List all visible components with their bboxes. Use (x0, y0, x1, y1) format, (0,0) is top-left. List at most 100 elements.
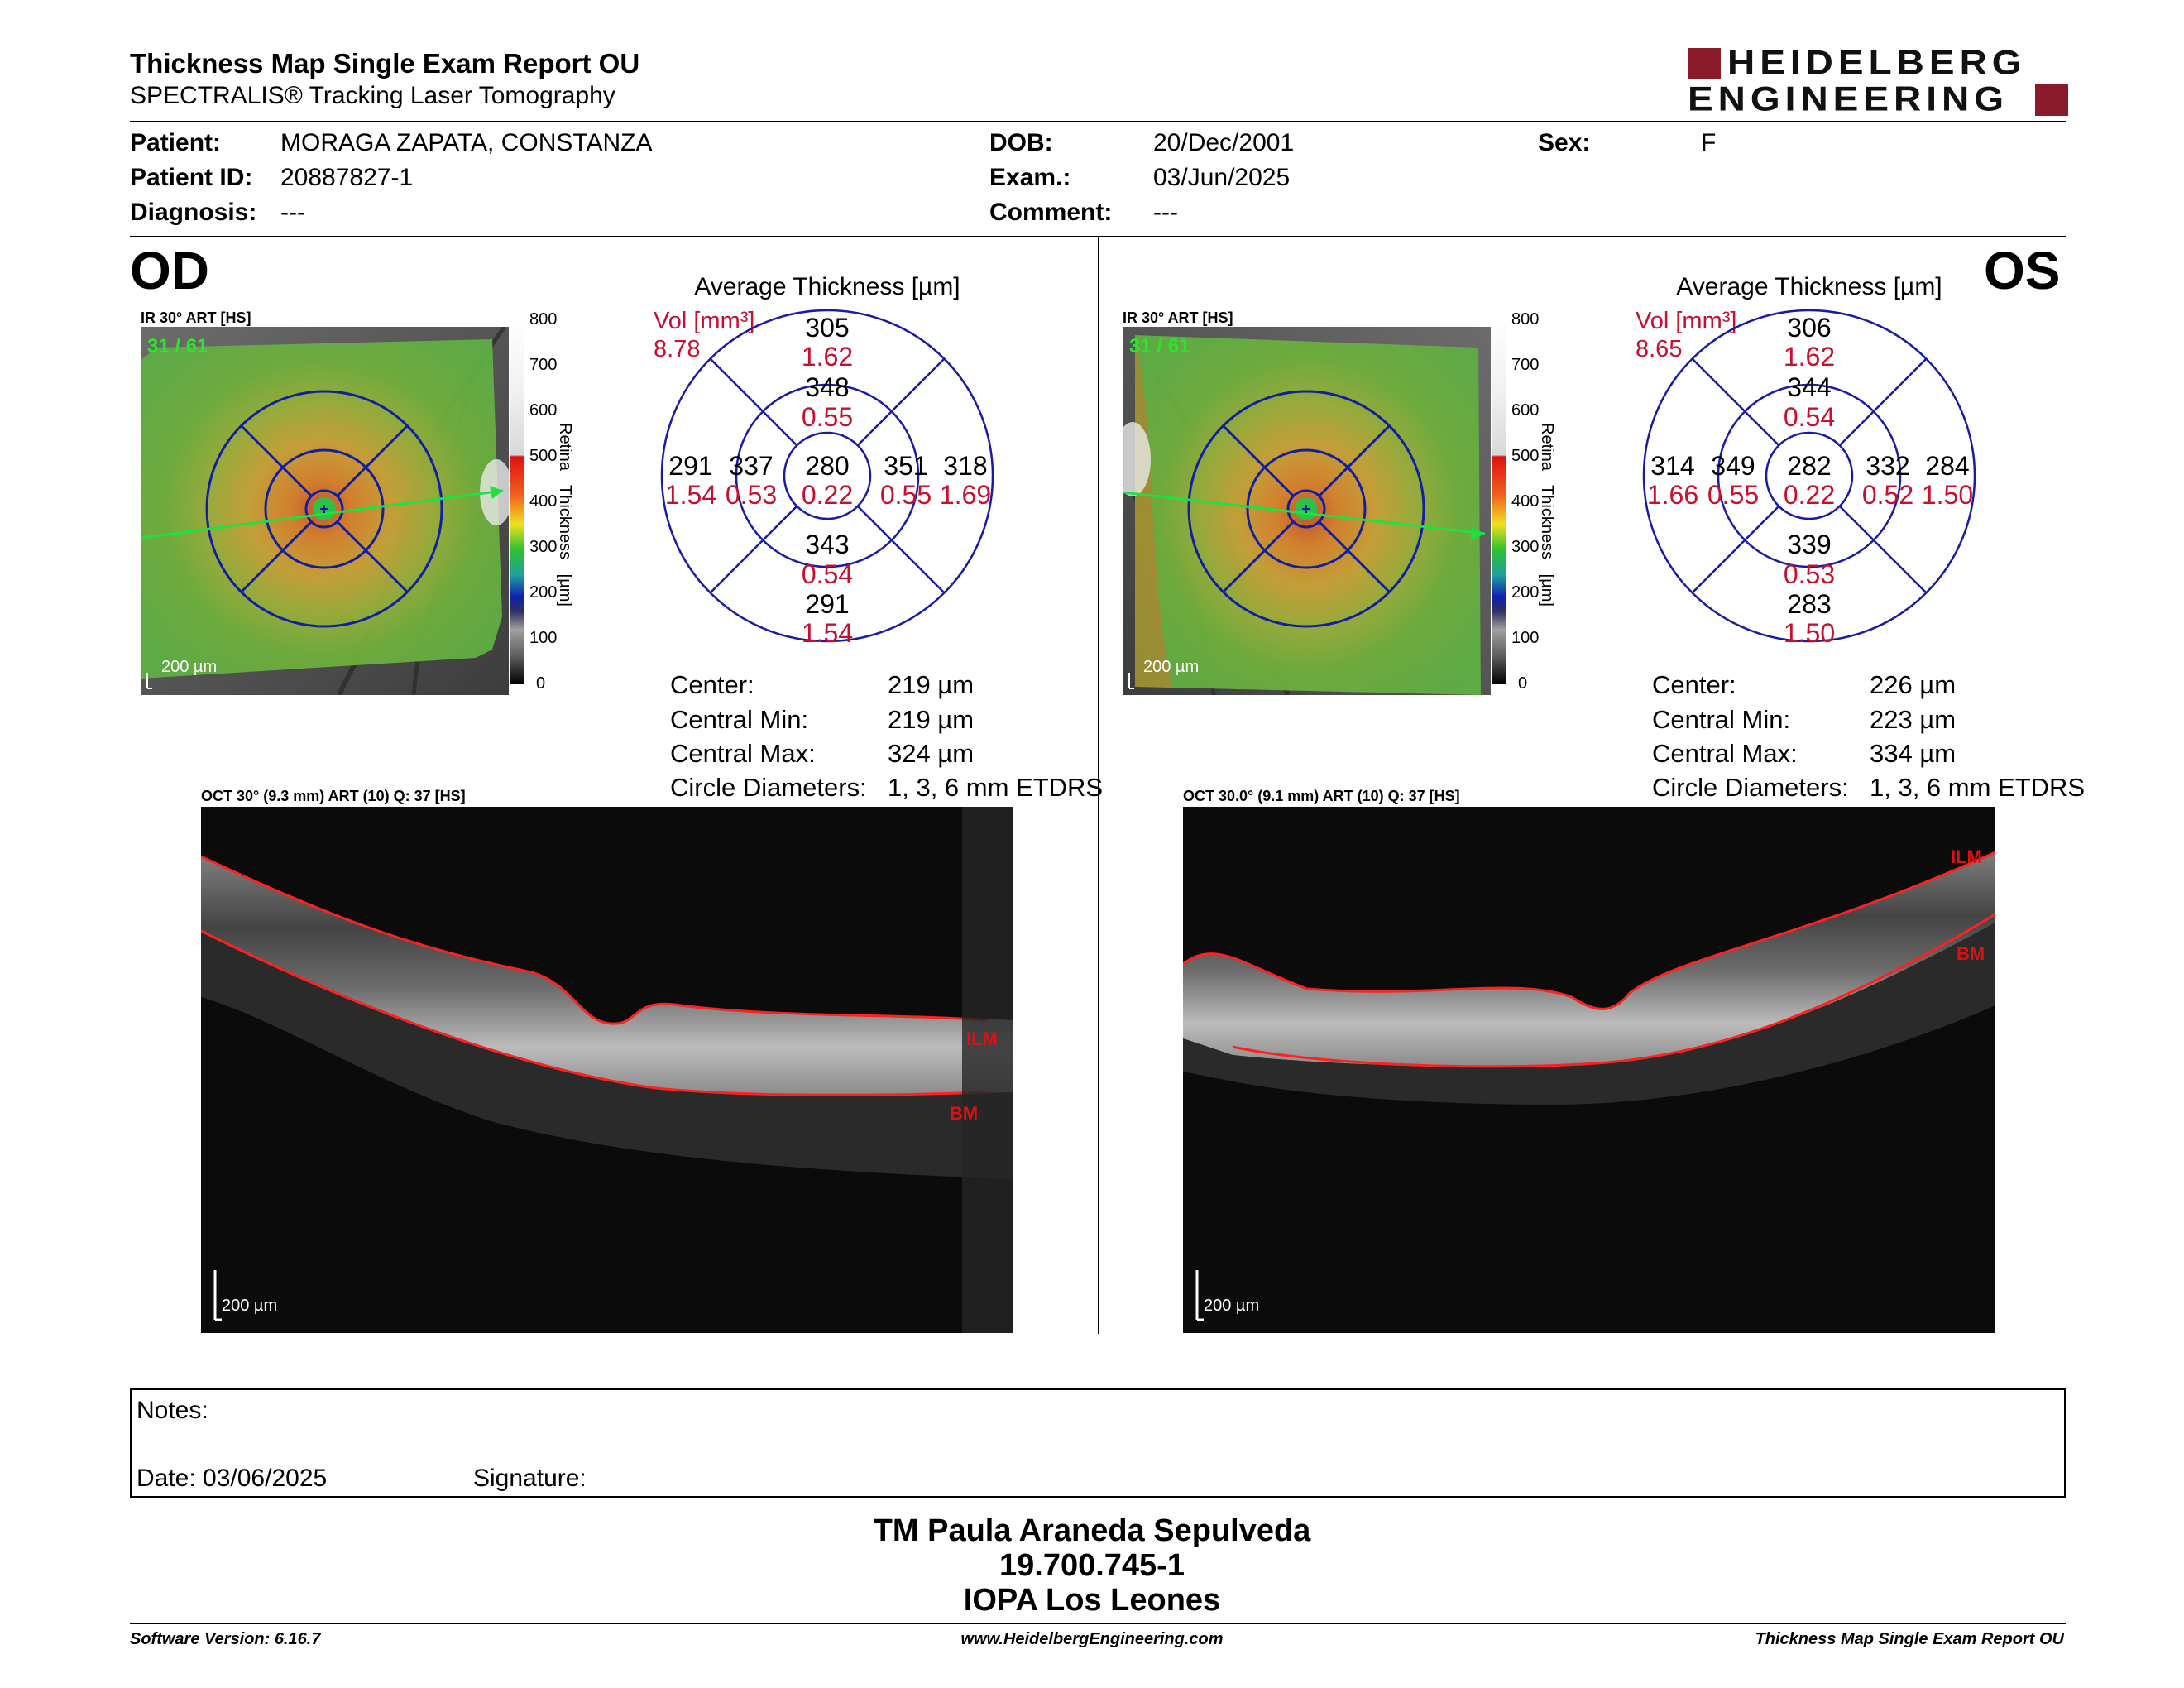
os-ilm-label: ILM (1951, 846, 1982, 867)
os-outer-right-thickness: 284 (1925, 451, 1970, 481)
comment-value: --- (1153, 199, 1178, 226)
patient-id: 20887827-1 (280, 164, 414, 191)
os-tick: 600 (1511, 401, 1540, 420)
os-outer-left-volume: 1.66 (1646, 480, 1699, 510)
os-inner-left-volume: 0.55 (1707, 480, 1760, 510)
os-inner-inferior-thickness: 339 (1787, 530, 1832, 559)
os-oct-scale: 200 µm (1204, 1297, 1260, 1315)
os-tick: 0 (1518, 674, 1528, 693)
od-vol-label: Vol [mm³] (654, 308, 755, 334)
od-color-bar-ticks: 800 700 600 500 400 300 200 100 0 (529, 310, 563, 693)
od-circle-diameters-value: 1, 3, 6 mm ETDRS (888, 773, 1104, 802)
logo-text-top: HEIDELBERG (1727, 42, 2027, 82)
od-oct-label: OCT 30° (9.3 mm) ART (10) Q: 37 [HS] (201, 788, 466, 804)
od-frames-count: 31 / 61 (147, 335, 208, 357)
os-central-max-value: 334 µm (1870, 739, 1956, 768)
os-vol-value: 8.65 (1636, 336, 1683, 362)
od-tick: 300 (529, 538, 558, 556)
od-central-max-label: Central Max: (670, 739, 816, 768)
patient-name: MORAGA ZAPATA, CONSTANZA (280, 129, 653, 156)
comment-label: Comment: (989, 199, 1113, 226)
od-central-min-label: Central Min: (670, 705, 809, 734)
report-title: Thickness Map Single Exam Report OU (130, 48, 640, 79)
os-vol-label: Vol [mm³] (1636, 308, 1737, 334)
od-inner-left-volume: 0.53 (725, 480, 778, 510)
os-eye-label: OS (1984, 241, 2061, 300)
od-outer-right-volume: 1.69 (939, 480, 992, 510)
report-subtitle: SPECTRALIS® Tracking Laser Tomography (130, 82, 615, 109)
os-tick: 100 (1511, 629, 1540, 647)
os-inner-superior-thickness: 344 (1787, 372, 1832, 402)
od-inner-superior-thickness: 348 (805, 372, 850, 402)
od-outer-right-thickness: 318 (943, 451, 988, 481)
od-tick: 500 (529, 447, 558, 465)
exam-value: 03/Jun/2025 (1153, 164, 1291, 191)
os-etdrs-grid (1642, 309, 1976, 643)
heidelberg-logo: HEIDELBERG ENGINEERING (1688, 42, 2068, 119)
os-frames-count: 31 / 61 (1129, 335, 1190, 357)
od-outer-superior-thickness: 305 (805, 313, 850, 343)
od-tick: 200 (529, 583, 558, 602)
od-inner-superior-volume: 0.55 (801, 402, 854, 432)
os-outer-left-thickness: 314 (1650, 451, 1695, 481)
od-tick: 800 (529, 310, 558, 328)
od-center-value: 219 µm (888, 670, 975, 699)
signer-institution: IOPA Los Leones (963, 1583, 1221, 1618)
dob-label: DOB: (989, 129, 1053, 156)
od-map-scale: 200 µm (161, 658, 218, 676)
os-central-max-label: Central Max: (1652, 739, 1798, 768)
od-outer-inferior-volume: 1.54 (801, 618, 854, 648)
notes-label: Notes: (136, 1397, 208, 1424)
os-tick: 200 (1511, 583, 1540, 602)
os-outer-superior-volume: 1.62 (1783, 342, 1836, 372)
od-bm-label: BM (950, 1103, 979, 1124)
os-tick: 300 (1511, 538, 1540, 556)
footer-divider (130, 1623, 2066, 1624)
od-center-thickness: 280 (805, 451, 850, 481)
os-central-min-value: 223 µm (1870, 705, 1956, 734)
os-circle-diameters-value: 1, 3, 6 mm ETDRS (1870, 773, 2086, 802)
os-center-volume: 0.22 (1783, 480, 1836, 510)
website-link[interactable]: www.HeidelbergEngineering.com (960, 1630, 1224, 1648)
signer-name: TM Paula Araneda Sepulveda (873, 1513, 1311, 1548)
patient-divider (130, 236, 2066, 237)
header-divider (130, 121, 2066, 122)
od-thickness-map: 31 / 61 200 µm (141, 327, 509, 695)
os-outer-inferior-volume: 1.50 (1783, 618, 1836, 648)
od-oct-scale: 200 µm (222, 1297, 278, 1315)
patient-label: Patient: (130, 129, 222, 156)
od-tick: 100 (529, 629, 558, 647)
od-outer-inferior-thickness: 291 (805, 589, 850, 619)
os-color-bar-ticks: 800 700 600 500 400 300 200 100 0 (1511, 310, 1545, 693)
od-center-label: Center: (670, 670, 754, 699)
od-outer-left-volume: 1.54 (664, 480, 717, 510)
od-etdrs-grid (660, 309, 994, 643)
od-outer-superior-volume: 1.62 (801, 342, 854, 372)
diagnosis-value: --- (280, 199, 305, 226)
os-central-min-label: Central Min: (1652, 705, 1791, 734)
os-tick: 400 (1511, 492, 1540, 511)
od-inner-left-thickness: 337 (729, 451, 774, 481)
os-color-bar (1492, 320, 1506, 684)
os-outer-right-volume: 1.50 (1921, 480, 1974, 510)
os-inner-inferior-volume: 0.53 (1783, 559, 1836, 589)
od-outer-left-thickness: 291 (668, 451, 713, 481)
os-map-scale: 200 µm (1143, 658, 1200, 676)
od-inner-right-volume: 0.55 (879, 480, 932, 510)
patient-id-label: Patient ID: (130, 164, 253, 191)
logo-square-top (1688, 48, 1721, 79)
od-central-max-value: 324 µm (888, 739, 975, 768)
os-bm-label: BM (1956, 943, 1985, 964)
os-inner-left-thickness: 349 (1711, 451, 1755, 481)
os-center-label: Center: (1652, 670, 1736, 699)
od-tick: 0 (536, 674, 546, 693)
od-ir-label: IR 30° ART [HS] (141, 309, 251, 326)
os-thickness-map: 31 / 61 200 µm (1123, 327, 1491, 695)
od-oct-bscan: ILM BM 200 µm (201, 807, 1013, 1333)
signature-label: Signature: (473, 1465, 587, 1492)
software-version: Software Version: 6.16.7 (130, 1630, 321, 1648)
od-avg-title: Average Thickness [µm] (694, 273, 960, 300)
od-tick: 700 (529, 356, 558, 374)
notes-box: Notes: Date: 03/06/2025 Signature: (130, 1388, 2066, 1498)
date-label: Date: 03/06/2025 (136, 1465, 328, 1492)
